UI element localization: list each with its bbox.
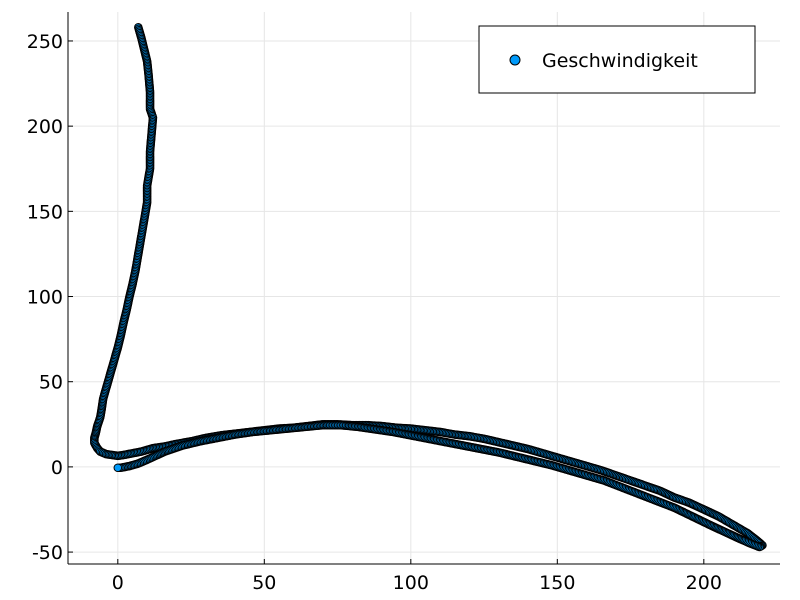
data-points (90, 23, 767, 552)
axes: 0 50 100 150 200 -50 0 50 100 150 200 250 (27, 12, 780, 594)
x-tick-label: 50 (252, 572, 276, 594)
y-tick-label: 100 (27, 287, 63, 309)
grid (68, 12, 780, 564)
legend-marker (509, 54, 521, 66)
x-tick-label: 200 (686, 572, 722, 594)
y-tick-label: 250 (27, 31, 63, 53)
y-tick-label: -50 (32, 542, 63, 564)
legend-box (478, 25, 756, 94)
legend: Geschwindigkeit (478, 25, 756, 94)
y-tick-label: 200 (27, 116, 63, 138)
y-tick-label: 0 (51, 457, 63, 479)
x-tick-label: 150 (539, 572, 575, 594)
y-tick-label: 50 (39, 372, 63, 394)
x-tick-label: 100 (393, 572, 429, 594)
plot-area (68, 12, 780, 564)
legend-label: Geschwindigkeit (542, 50, 698, 72)
data-point (113, 463, 123, 473)
y-tick-label: 150 (27, 201, 63, 223)
x-tick-label: 0 (112, 572, 124, 594)
